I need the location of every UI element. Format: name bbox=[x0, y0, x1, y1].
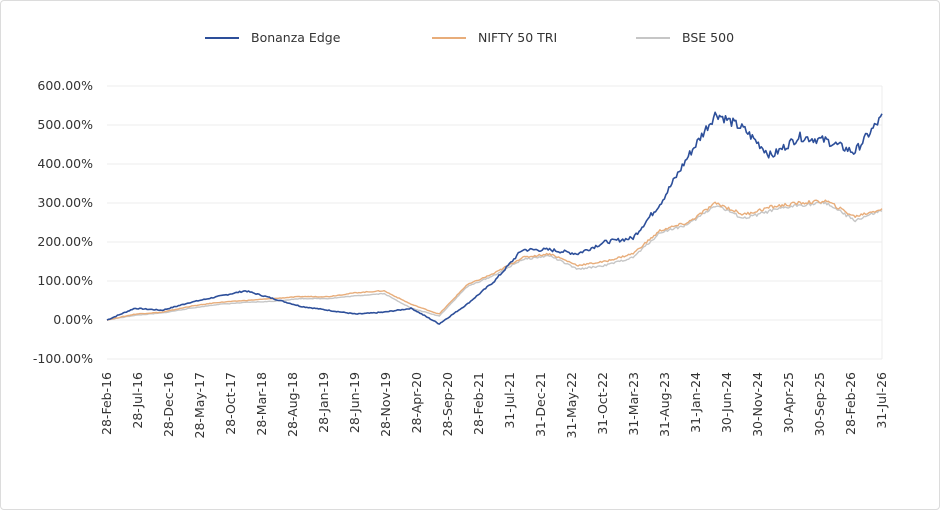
x-tick-label: 28-Feb-26 bbox=[843, 372, 858, 435]
legend-label: NIFTY 50 TRI bbox=[478, 30, 557, 45]
series-lines bbox=[106, 111, 883, 325]
y-tick-label: 600.00% bbox=[37, 78, 93, 93]
x-tick-label: 28-Jun-19 bbox=[347, 372, 362, 433]
x-tick-label: 28-Nov-19 bbox=[378, 372, 393, 437]
x-tick-label: 31-Mar-23 bbox=[626, 372, 641, 436]
x-tick-label: 30-Jun-24 bbox=[719, 372, 734, 433]
series-line-bonanza-edge bbox=[106, 111, 883, 325]
x-tick-label: 28-Jan-19 bbox=[316, 372, 331, 433]
x-tick-label: 30-Sep-25 bbox=[812, 372, 827, 436]
x-axis-ticks: 28-Feb-16 28-Jul-16 28-Dec-16 28-May-17 28-O… bbox=[99, 372, 889, 439]
x-tick-label: 28-Feb-16 bbox=[99, 372, 114, 435]
y-tick-label: 100.00% bbox=[37, 273, 93, 288]
x-tick-label: 31-Jul-21 bbox=[502, 372, 517, 429]
x-tick-label: 31-Dec-21 bbox=[533, 372, 548, 437]
y-tick-label: 200.00% bbox=[37, 234, 93, 249]
x-tick-label: 31-Aug-23 bbox=[657, 372, 672, 437]
x-tick-label: 31-Jan-24 bbox=[688, 372, 703, 433]
x-tick-label: 28-Sep-20 bbox=[440, 372, 455, 436]
legend: Bonanza Edge NIFTY 50 TRI BSE 500 bbox=[205, 30, 734, 45]
x-tick-label: 28-Oct-17 bbox=[223, 372, 238, 435]
x-tick-label: 31-Jul-26 bbox=[874, 372, 889, 429]
x-tick-label: 28-Feb-21 bbox=[471, 372, 486, 435]
y-tick-label: 0.00% bbox=[53, 312, 93, 327]
x-tick-label: 28-Dec-16 bbox=[161, 372, 176, 437]
x-tick-label: 28-Apr-20 bbox=[409, 372, 424, 433]
x-tick-label: 31-Oct-22 bbox=[595, 372, 610, 435]
y-tick-label: 300.00% bbox=[37, 195, 93, 210]
x-tick-label: 28-Mar-18 bbox=[254, 372, 269, 436]
legend-label: BSE 500 bbox=[682, 30, 734, 45]
x-tick-label: 28-Jul-16 bbox=[130, 372, 145, 429]
x-tick-label: 31-May-22 bbox=[564, 372, 579, 438]
series-line-bse-500 bbox=[106, 200, 883, 321]
grid-lines bbox=[107, 85, 883, 360]
x-tick-label: 28-May-17 bbox=[192, 372, 207, 438]
y-tick-label: 400.00% bbox=[37, 156, 93, 171]
x-tick-label: 30-Apr-25 bbox=[781, 372, 796, 433]
series-line-nifty-50-tri bbox=[106, 199, 883, 321]
x-tick-label: 28-Aug-18 bbox=[285, 372, 300, 437]
x-tick-label: 30-Nov-24 bbox=[750, 372, 765, 437]
y-tick-label: 500.00% bbox=[37, 117, 93, 132]
y-tick-label: -100.00% bbox=[33, 351, 93, 366]
legend-label: Bonanza Edge bbox=[251, 30, 341, 45]
y-axis-ticks: 600.00% 500.00% 400.00% 300.00% 200.00% 100.0… bbox=[33, 78, 93, 366]
